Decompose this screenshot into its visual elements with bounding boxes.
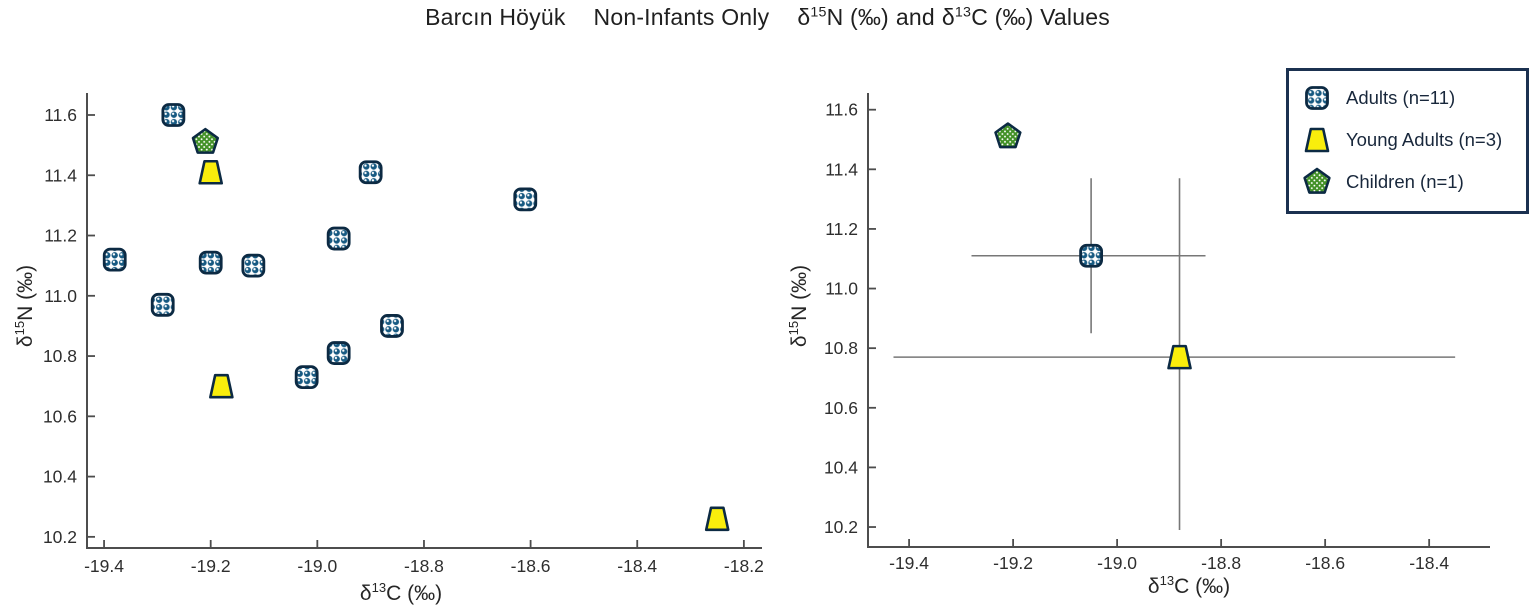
yaxis-unit: N (‰) (788, 264, 811, 321)
y-tick-label: 10.2 (824, 517, 858, 537)
children-marker (994, 122, 1022, 149)
xaxis-superscript: 13 (1159, 573, 1175, 588)
legend: Adults (n=11) Young Adults (n=3) Children … (1286, 68, 1529, 214)
x-tick-label: -18.6 (1305, 553, 1345, 573)
young-adults-marker (198, 159, 223, 185)
children-pentagon-icon (1303, 167, 1331, 194)
x-tick-label: -19.4 (84, 556, 124, 576)
right-means-plot: -19.4 -19.2 -19.0 -18.8 -18.6 -18.4 10.2 10.4 10… (824, 93, 1490, 573)
y-tick-label: 11.2 (44, 226, 77, 246)
adults-marker (294, 365, 319, 390)
adults-marker (1305, 86, 1329, 110)
x-tick-label: -19.4 (889, 553, 929, 573)
right-xaxis-title: δ13C (‰) (1147, 573, 1231, 599)
legend-item-young-adults-trapezoid: Young Adults (n=3) (1289, 119, 1526, 161)
title-delta-n: δ (797, 4, 811, 30)
children-marker (191, 127, 220, 154)
y-tick-label: 11.0 (825, 279, 858, 299)
x-tick-label: -19.2 (191, 556, 231, 576)
y-tick-label: 10.4 (824, 457, 858, 477)
x-tick-label: -18.4 (1409, 553, 1449, 573)
y-tick-label: 11.2 (825, 219, 858, 239)
adults-marker (1079, 243, 1104, 268)
y-tick-label: 11.4 (44, 165, 77, 185)
legend-item-adults-square: Adults (n=11) (1289, 77, 1526, 119)
young-adults-marker (209, 373, 234, 399)
title-subset: Non-Infants Only (593, 4, 770, 30)
adults-marker (198, 250, 223, 275)
adults-marker (513, 187, 538, 212)
left-yaxis-title: δ15N (‰) (12, 264, 38, 348)
y-tick-label: 11.6 (825, 100, 858, 120)
yaxis-delta: δ (788, 335, 811, 348)
y-tick-label: 11.0 (44, 286, 77, 306)
xaxis-superscript: 13 (371, 580, 387, 595)
title-delta-c: δ (941, 4, 955, 30)
xaxis-delta: δ (359, 582, 372, 605)
adults-marker (102, 247, 127, 272)
young-adults-trapezoid-icon (1304, 127, 1330, 153)
x-tick-label: -18.2 (724, 556, 764, 576)
adults-marker (380, 314, 404, 338)
y-tick-label: 11.6 (44, 105, 77, 125)
x-tick-label: -19.0 (1097, 553, 1137, 573)
yaxis-delta: δ (14, 335, 37, 348)
y-tick-label: 10.6 (824, 398, 858, 418)
axis-spines (86, 93, 762, 549)
adults-marker (241, 253, 266, 278)
young-adults-marker (704, 506, 730, 532)
adults-marker (161, 103, 186, 127)
y-tick-label: 10.4 (43, 467, 77, 487)
right-yaxis-title: δ15N (‰) (786, 264, 812, 348)
yaxis-superscript: 15 (12, 320, 27, 336)
y-tick-label: 10.6 (43, 406, 77, 426)
young-adults-marker (1167, 344, 1192, 370)
adults-marker (326, 341, 351, 365)
title-c-superscript: 13 (954, 4, 972, 21)
yaxis-superscript: 15 (786, 320, 801, 336)
title-and: and (895, 4, 935, 30)
adults-marker (150, 292, 175, 317)
adults-marker (358, 160, 383, 185)
y-tick-label: 10.8 (43, 346, 77, 366)
chart-title: Barcın Höyük Non-Infants Only δ15N (‰) and δ… (0, 0, 1535, 34)
x-tick-label: -19.0 (297, 556, 337, 576)
xaxis-delta: δ (1147, 575, 1160, 598)
y-tick-label: 10.8 (824, 338, 858, 358)
axis-spines (867, 93, 1490, 548)
legend-label: Adults (n=11) (1346, 87, 1456, 108)
x-tick-label: -19.2 (993, 553, 1033, 573)
x-tick-label: -18.4 (617, 556, 657, 576)
x-tick-label: -18.8 (404, 556, 444, 576)
yaxis-unit: N (‰) (14, 264, 37, 321)
title-site: Barcın Höyük (425, 4, 566, 30)
x-tick-label: -18.6 (511, 556, 551, 576)
adults-square-icon (1305, 86, 1329, 110)
children-marker (1303, 167, 1331, 194)
y-tick-label: 10.2 (43, 527, 77, 547)
adults-marker (326, 226, 351, 251)
title-n-superscript: 15 (810, 4, 827, 21)
xaxis-unit: C (‰) (386, 582, 443, 605)
young-adults-marker (1304, 127, 1330, 153)
xaxis-unit: C (‰) (1174, 575, 1231, 598)
left-xaxis-title: δ13C (‰) (359, 580, 443, 606)
left-scatter-plot: -19.4 -19.2 -19.0 -18.8 -18.6 -18.4 -18.2 10.2 1… (43, 93, 764, 576)
x-tick-label: -18.8 (1201, 553, 1241, 573)
y-tick-label: 11.4 (825, 159, 858, 179)
legend-label: Children (n=1) (1346, 171, 1464, 192)
title-c-unit: C (‰) Values (971, 4, 1110, 30)
title-n-unit: N (‰) (826, 4, 889, 30)
legend-item-children-pentagon: Children (n=1) (1289, 161, 1526, 203)
legend-label: Young Adults (n=3) (1346, 129, 1503, 150)
